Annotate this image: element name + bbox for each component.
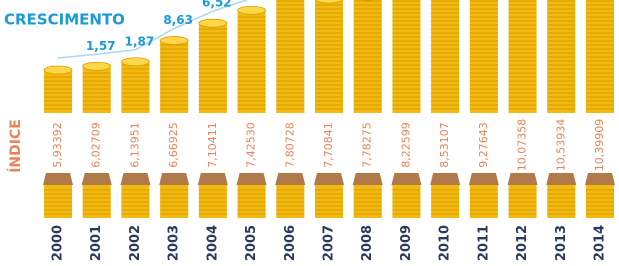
coin-stack bbox=[470, 0, 498, 113]
stack-lid bbox=[275, 173, 305, 185]
stack-lid bbox=[469, 173, 499, 185]
coin-stack bbox=[160, 37, 188, 113]
stack-lid bbox=[353, 173, 383, 185]
stack-lid bbox=[237, 173, 267, 185]
year-label: 2013 bbox=[554, 225, 569, 261]
coin-base-edges bbox=[44, 190, 72, 214]
coin-top bbox=[83, 62, 111, 70]
index-label: 7,70841 bbox=[322, 122, 335, 168]
stack-lid bbox=[585, 173, 615, 185]
year-label: 2012 bbox=[515, 225, 530, 261]
coin-stack bbox=[44, 66, 72, 113]
index-title: ÍNDICE bbox=[7, 119, 24, 173]
index-label: 8,53107 bbox=[438, 122, 451, 168]
index-label: 7,42530 bbox=[245, 122, 258, 168]
coin-base-edges bbox=[509, 190, 537, 214]
year-label: 2002 bbox=[128, 225, 143, 261]
stack-lid bbox=[43, 173, 73, 185]
coin-stack bbox=[238, 6, 266, 113]
coin-stack bbox=[547, 0, 575, 113]
stack-lid bbox=[198, 173, 228, 185]
coin-stack bbox=[83, 62, 111, 113]
coin-stack bbox=[586, 0, 614, 113]
year-label: 2010 bbox=[438, 225, 453, 261]
coin-base-edges bbox=[354, 190, 382, 214]
stack-lid bbox=[546, 173, 576, 185]
coin-base-edges bbox=[121, 190, 149, 214]
stack-lid bbox=[120, 173, 150, 185]
coin-stack bbox=[121, 58, 149, 113]
index-label: 8,22599 bbox=[399, 122, 412, 168]
coin-stack bbox=[392, 0, 420, 113]
year-label: 2014 bbox=[593, 225, 608, 261]
coin-base-edges bbox=[315, 190, 343, 214]
year-label: 2004 bbox=[205, 225, 220, 261]
year-label: 2009 bbox=[399, 225, 414, 261]
coin-stack bbox=[354, 0, 382, 113]
index-label: 6,02709 bbox=[90, 122, 103, 168]
coin-base-edges bbox=[586, 190, 614, 214]
growth-label: 6,52 bbox=[202, 0, 232, 10]
index-label: 10,53934 bbox=[554, 119, 567, 172]
growth-title: CRESCIMENTO bbox=[4, 11, 125, 29]
coin-base-edges bbox=[392, 190, 420, 214]
coin-top bbox=[199, 19, 227, 27]
year-label: 2003 bbox=[167, 225, 182, 261]
year-label: 2006 bbox=[283, 225, 298, 261]
year-label: 2011 bbox=[476, 225, 491, 261]
coin-base-edges bbox=[199, 190, 227, 214]
index-label: 7,80728 bbox=[283, 122, 296, 168]
coin-base-edges bbox=[160, 190, 188, 214]
stack-lid bbox=[314, 173, 344, 185]
coin-top bbox=[160, 37, 188, 45]
coin-stack bbox=[509, 0, 537, 113]
year-label: 2001 bbox=[89, 225, 104, 261]
year-label: 2008 bbox=[360, 225, 375, 261]
index-label: 10,39909 bbox=[593, 119, 606, 172]
index-label: 7,78275 bbox=[361, 122, 374, 168]
year-label: 2007 bbox=[322, 225, 337, 261]
coin-stack bbox=[431, 0, 459, 113]
stack-lid bbox=[391, 173, 421, 185]
coin-stack bbox=[276, 0, 304, 113]
coin-stack bbox=[315, 0, 343, 113]
coin-stack bbox=[199, 19, 227, 113]
coin-base-edges bbox=[238, 190, 266, 214]
growth-label: 1,87 bbox=[125, 34, 155, 48]
stack-lid bbox=[430, 173, 460, 185]
coin-top bbox=[238, 6, 266, 14]
coin-body bbox=[238, 10, 266, 113]
year-label: 2005 bbox=[244, 225, 259, 261]
stack-lid bbox=[508, 173, 538, 185]
index-label: 5,93392 bbox=[51, 122, 64, 168]
coin-body bbox=[44, 70, 72, 113]
index-label: 10,07358 bbox=[516, 119, 529, 172]
coin-top bbox=[44, 66, 72, 74]
index-label: 9,27643 bbox=[477, 122, 490, 168]
coin-base-edges bbox=[547, 190, 575, 214]
coin-base-edges bbox=[83, 190, 111, 214]
coin-base-edges bbox=[470, 190, 498, 214]
index-label: 6,66925 bbox=[167, 122, 180, 168]
index-label: 7,10411 bbox=[206, 122, 219, 168]
index-label: 6,13951 bbox=[128, 122, 141, 168]
coin-top bbox=[121, 58, 149, 66]
stack-lid bbox=[82, 173, 112, 185]
stack-lid bbox=[159, 173, 189, 185]
coin-base-edges bbox=[431, 190, 459, 214]
page: CRESCIMENTO ÍNDICE 5,93392 2000 6,02709 1,5… bbox=[0, 0, 619, 266]
growth-label: 8,63 bbox=[163, 13, 193, 27]
year-label: 2000 bbox=[51, 225, 66, 261]
coin-base-edges bbox=[276, 190, 304, 214]
growth-label: 1,57 bbox=[86, 39, 116, 53]
chart: CRESCIMENTO ÍNDICE 5,93392 2000 6,02709 1,5… bbox=[0, 0, 619, 266]
